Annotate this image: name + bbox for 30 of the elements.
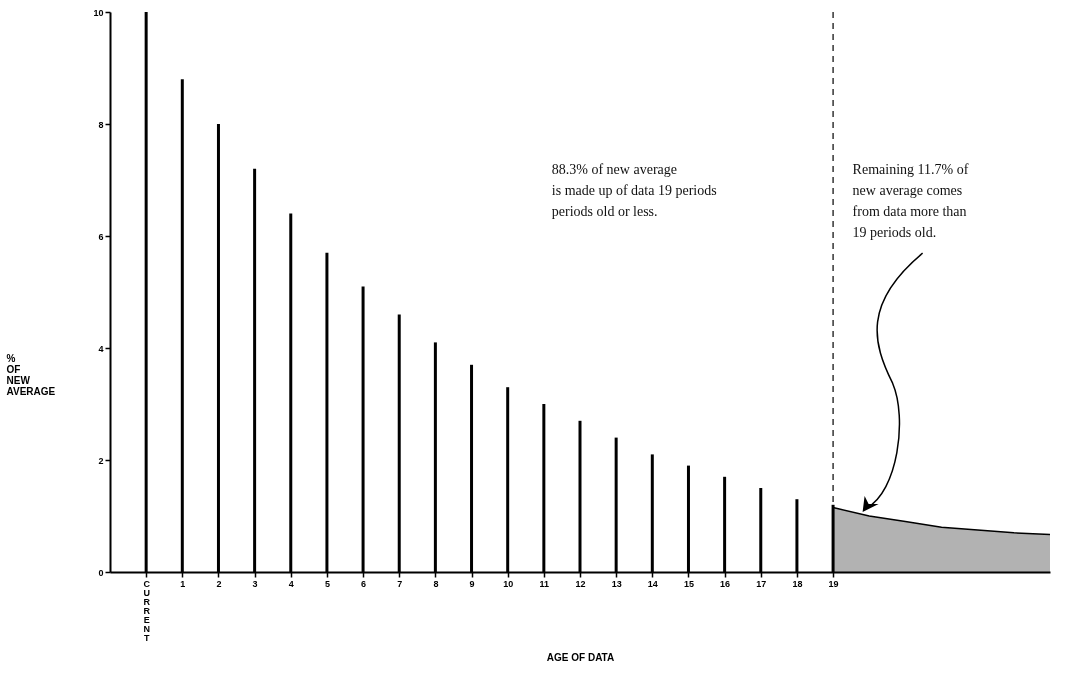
- x-tick-label: 9: [469, 578, 475, 589]
- x-tick-label: 12: [575, 578, 586, 589]
- y-tick-label: 6: [98, 231, 104, 242]
- x-tick-label: CURRENT: [143, 578, 151, 643]
- x-tick-label: 10: [503, 578, 514, 589]
- x-tick-label: 5: [324, 578, 330, 589]
- x-tick-label: 3: [252, 578, 258, 589]
- annotation: Remaining 11.7% of new average comes from data more than 19 periods old.: [852, 162, 969, 241]
- x-tick-label: 1: [180, 578, 186, 589]
- x-axis-title: AGE OF DATA: [546, 651, 615, 663]
- y-tick-label: 8: [98, 119, 104, 130]
- y-tick-label: 10: [93, 7, 104, 18]
- x-tick-label: 2: [216, 578, 222, 589]
- x-tick-label: 11: [539, 578, 550, 589]
- x-tick-label: 13: [611, 578, 622, 589]
- x-tick-label: 15: [683, 578, 694, 589]
- annotation: 88.3% of new average is made up of data 19 periods periods old or less.: [551, 162, 717, 220]
- y-tick-label: 0: [98, 567, 104, 578]
- x-tick-label: 14: [647, 578, 658, 589]
- x-tick-label: 7: [397, 578, 403, 589]
- x-tick-label: 8: [433, 578, 439, 589]
- x-tick-label: 17: [756, 578, 767, 589]
- y-tick-label: 2: [98, 455, 104, 466]
- x-tick-label: 19: [828, 578, 839, 589]
- x-tick-label: 16: [720, 578, 731, 589]
- y-axis-title: % OF NEW AVERAGE: [6, 353, 56, 398]
- x-tick-label: 18: [792, 578, 803, 589]
- x-tick-label: 6: [361, 578, 367, 589]
- x-tick-label: 4: [288, 578, 294, 589]
- y-tick-label: 4: [98, 343, 104, 354]
